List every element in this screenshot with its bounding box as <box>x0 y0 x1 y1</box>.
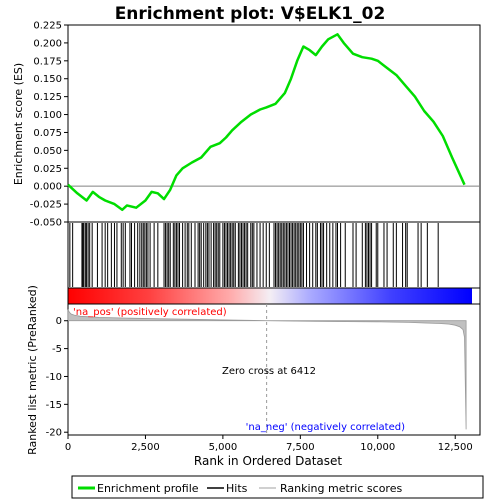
es-y-tick-label: 0.225 <box>33 21 62 32</box>
es-y-tick-label: 0.125 <box>33 92 62 103</box>
zero-cross-label: Zero cross at 6412 <box>222 366 316 377</box>
chart-title: Enrichment plot: V$ELK1_02 <box>115 4 386 24</box>
rank-heatmap-bar <box>68 288 472 304</box>
es-y-tick-label: 0.100 <box>33 110 62 121</box>
neg-label: 'na_neg' (negatively correlated) <box>246 422 405 433</box>
legend-rank-label: Ranking metric scores <box>280 482 402 495</box>
es-y-tick-label: 0.175 <box>33 56 62 67</box>
es-panel: -0.050 -0.025 0.000 0.025 0.050 0.075 0.100 0.1… <box>30 21 481 229</box>
x-axis-label: Rank in Ordered Dataset <box>194 454 342 468</box>
rank-y-tick-label: -10 <box>46 372 62 383</box>
es-y-tick-label: 0.200 <box>33 38 62 49</box>
es-y-tick-label: 0.075 <box>33 128 62 139</box>
es-y-tick-label: 0.025 <box>33 164 62 175</box>
rank-panel-frame <box>67 303 481 436</box>
x-tick-label: 12,500 <box>438 442 473 453</box>
es-y-axis-label: Enrichment score (ES) <box>12 63 25 185</box>
hits-panel <box>67 221 481 289</box>
x-axis: 0 2,500 5,000 7,500 10,000 12,500 <box>65 435 473 453</box>
legend: Enrichment profile Hits Ranking metric s… <box>71 475 484 499</box>
rank-y-axis-label: Ranked list metric (PreRanked) <box>26 285 39 455</box>
es-y-axis: -0.050 -0.025 0.000 0.025 0.050 0.075 0.100 0.1… <box>30 21 68 229</box>
es-line-group <box>67 33 466 212</box>
x-tick-label: 7,500 <box>286 442 315 453</box>
rank-y-tick-label: -5 <box>52 344 62 355</box>
x-tick-label: 0 <box>65 442 71 453</box>
es-y-tick-label: 0.150 <box>33 74 62 85</box>
es-panel-frame <box>67 24 481 223</box>
rank-area-group <box>67 309 467 430</box>
rank-y-tick-label: -20 <box>46 428 62 439</box>
legend-enrichment-label: Enrichment profile <box>97 482 199 495</box>
hits-group <box>69 223 439 287</box>
pos-label: 'na_pos' (positively correlated) <box>73 307 227 318</box>
es-y-tick-label: 0.050 <box>33 146 62 157</box>
legend-frame <box>71 475 484 499</box>
es-profile-line <box>67 33 466 212</box>
x-tick-label: 2,500 <box>131 442 160 453</box>
es-y-tick-label: -0.025 <box>30 200 62 211</box>
x-tick-label: 10,000 <box>360 442 395 453</box>
es-y-tick-label: -0.050 <box>30 218 62 229</box>
es-y-tick-label: 0.000 <box>33 182 62 193</box>
legend-hits-label: Hits <box>226 482 248 495</box>
rank-panel: 0 -5 -10 -15 -20 0 2,500 5,000 7,500 10,000 12,50… <box>46 303 481 453</box>
rank-y-tick-label: 0 <box>56 316 62 327</box>
rank-y-tick-label: -15 <box>46 400 62 411</box>
rank-y-axis: 0 -5 -10 -15 -20 <box>46 316 68 439</box>
rank-metric-area <box>67 309 467 430</box>
x-tick-label: 5,000 <box>209 442 238 453</box>
